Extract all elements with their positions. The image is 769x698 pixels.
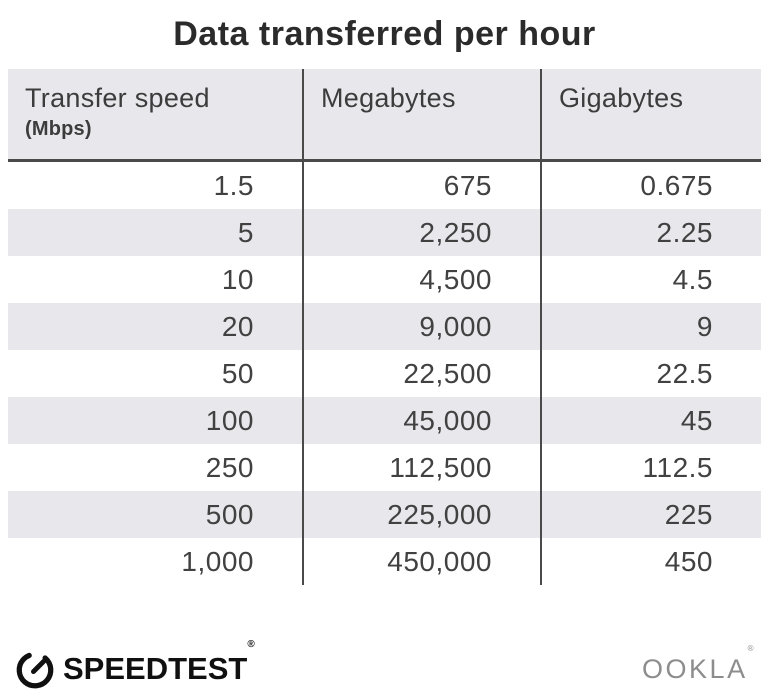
cell-speed: 10 [221, 264, 254, 295]
table-row: 10 4,500 4.5 [8, 256, 761, 303]
cell-megabytes: 9,000 [302, 303, 540, 350]
table-row: 50 22,500 22.5 [8, 350, 761, 397]
cell-megabytes: 2,250 [302, 209, 540, 256]
cell-megabytes: 45,000 [302, 397, 540, 444]
table-row: 5 2,250 2.25 [8, 209, 761, 256]
cell-megabytes: 22,500 [302, 350, 540, 397]
header-mbps-label: (Mbps) [25, 118, 92, 140]
table-row: 20 9,000 9 [8, 303, 761, 350]
cell-speed: 250 [205, 452, 254, 483]
header-cell-gigabytes: Gigabytes [540, 69, 761, 159]
ookla-wordmark: OOKLA® [642, 644, 756, 685]
cell-gigabytes: 450 [540, 538, 761, 585]
gauge-icon [16, 651, 54, 689]
page-title: Data transferred per hour [173, 15, 596, 53]
speedtest-logo: SPEEDTEST® [14, 639, 255, 690]
cell-megabytes: 225,000 [302, 491, 540, 538]
table-row: 1.5 675 0.675 [8, 162, 761, 209]
cell-gigabytes: 22.5 [540, 350, 761, 397]
cell-megabytes: 675 [302, 162, 540, 209]
speedtest-label: SPEEDTEST [63, 651, 248, 686]
speedtest-registered-mark: ® [247, 639, 255, 650]
cell-speed: 1,000 [181, 546, 254, 577]
ookla-registered-mark: ® [747, 643, 756, 653]
data-table: Transfer speed (Mbps) Megabytes Gigabyte… [8, 69, 761, 585]
cell-megabytes: 450,000 [302, 538, 540, 585]
table-row: 1,000 450,000 450 [8, 538, 761, 585]
cell-speed: 50 [221, 358, 254, 389]
cell-gigabytes: 112.5 [540, 444, 761, 491]
speedtest-wordmark: SPEEDTEST® [63, 639, 255, 687]
table-row: 250 112,500 112.5 [8, 444, 761, 491]
footer: SPEEDTEST® OOKLA® [0, 639, 769, 690]
cell-gigabytes: 4.5 [540, 256, 761, 303]
cell-megabytes: 4,500 [302, 256, 540, 303]
cell-speed: 5 [237, 217, 254, 248]
cell-gigabytes: 225 [540, 491, 761, 538]
cell-speed: 20 [221, 311, 254, 342]
cell-gigabytes: 45 [540, 397, 761, 444]
cell-gigabytes: 9 [540, 303, 761, 350]
table-row: 500 225,000 225 [8, 491, 761, 538]
table-body: 1.5 675 0.675 5 2,250 2.25 10 4,500 4.5 20 9,000 9 5… [8, 162, 761, 585]
cell-megabytes: 112,500 [302, 444, 540, 491]
header-transfer-speed-label: Transfer speed [25, 83, 210, 113]
cell-speed: 500 [205, 499, 254, 530]
ookla-label: OOKLA [642, 653, 748, 684]
header-cell-transfer-speed: Transfer speed (Mbps) [8, 69, 302, 159]
cell-speed: 100 [205, 405, 254, 436]
table-row: 100 45,000 45 [8, 397, 761, 444]
cell-gigabytes: 2.25 [540, 209, 761, 256]
header-cell-megabytes: Megabytes [302, 69, 540, 159]
cell-gigabytes: 0.675 [540, 162, 761, 209]
cell-speed: 1.5 [213, 170, 254, 201]
table-header: Transfer speed (Mbps) Megabytes Gigabyte… [8, 69, 761, 162]
